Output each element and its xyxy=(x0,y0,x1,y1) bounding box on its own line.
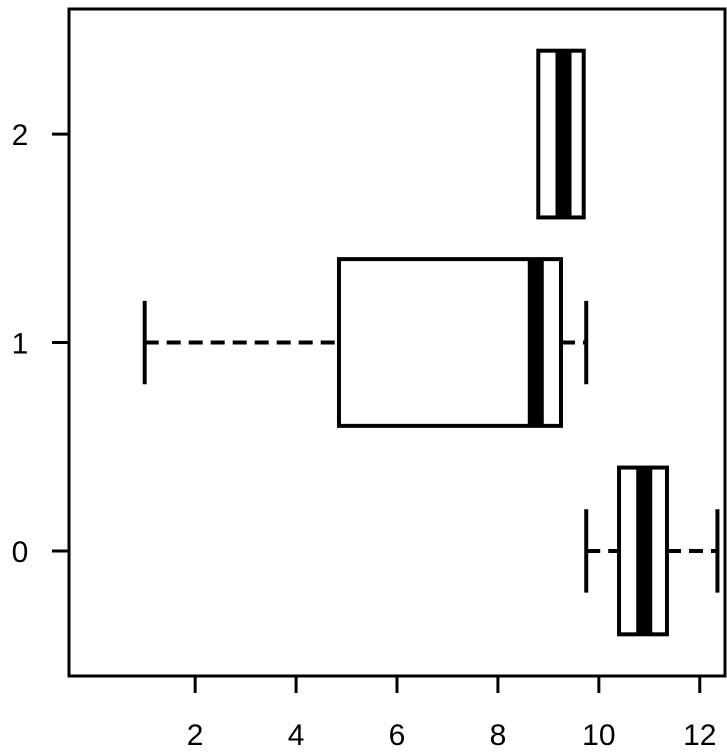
box-group-2 xyxy=(536,48,586,220)
y-axis: 0 1 2 xyxy=(12,119,69,569)
box-group-0 xyxy=(584,465,720,637)
y-tick-label: 1 xyxy=(12,328,29,361)
y-tick-label: 0 xyxy=(12,536,29,569)
x-tick-label: 2 xyxy=(187,719,204,752)
x-tick-label: 8 xyxy=(490,719,507,752)
box-iqr xyxy=(336,257,563,428)
x-tick-label: 10 xyxy=(582,719,615,752)
x-tick-label: 6 xyxy=(389,719,406,752)
box-group-1 xyxy=(142,257,589,428)
x-tick-label: 12 xyxy=(683,719,716,752)
y-tick-label: 2 xyxy=(12,119,29,152)
x-axis: 2 4 6 8 10 12 xyxy=(187,676,716,752)
x-tick-label: 4 xyxy=(288,719,305,752)
boxes xyxy=(142,48,720,637)
